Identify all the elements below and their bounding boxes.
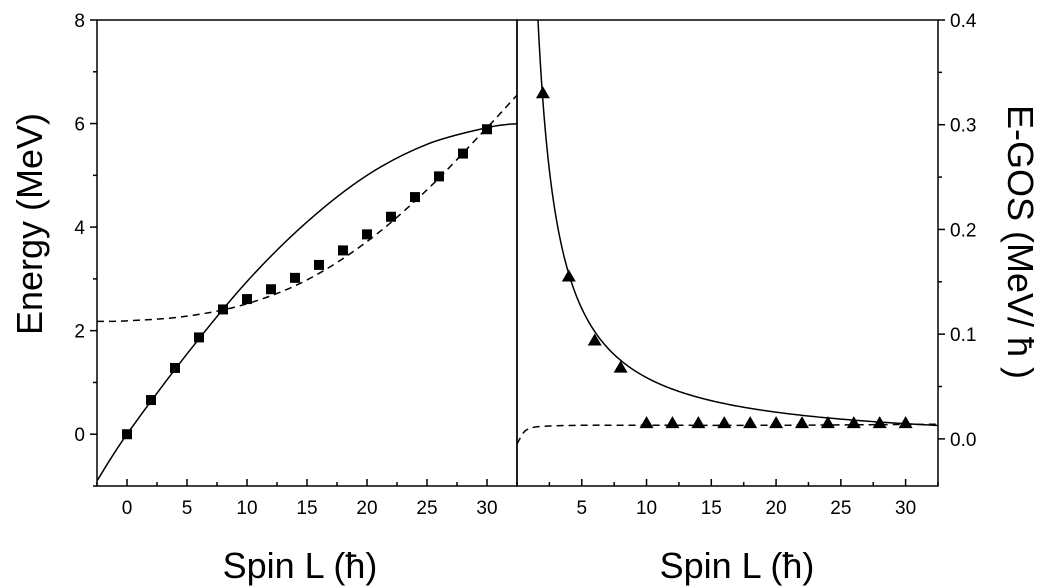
left-x-axis-label: Spin L (ħ)	[223, 545, 378, 586]
right-triangle-point	[587, 333, 602, 346]
left-y-tick-label: 4	[74, 218, 85, 239]
right-x-tick-label: 20	[766, 498, 787, 519]
right-y-tick-label: 0.4	[950, 11, 977, 32]
right-triangle-point	[820, 416, 835, 429]
left-square-point	[266, 284, 276, 295]
right-triangle-point	[561, 269, 576, 282]
left-x-tick-label: 0	[122, 498, 133, 519]
left-y-tick-label: 0	[74, 425, 85, 446]
left-square-point	[218, 304, 228, 315]
right-y-tick-label: 0.3	[950, 116, 976, 137]
right-x-tick-label: 25	[830, 498, 851, 519]
left-square-point	[290, 272, 300, 283]
right-plot-content	[517, 20, 938, 445]
left-y-tick-label: 8	[74, 11, 85, 32]
left-square-point	[386, 211, 396, 222]
right-egos-panel: 5 10 15 20 25 30 0.0 0.1 0.2 0.3 0.4	[516, 11, 977, 519]
left-square-point	[314, 259, 324, 270]
left-square-point	[434, 171, 444, 182]
left-square-point	[146, 395, 156, 406]
right-dashed-fit-line	[517, 423, 938, 445]
left-square-point	[482, 124, 492, 135]
left-y-tick-label: 2	[74, 322, 85, 343]
left-x-tick-label: 5	[182, 498, 193, 519]
left-dashed-fit-line	[97, 94, 517, 323]
right-triangle-point	[743, 416, 758, 429]
right-solid-fit-line	[537, 20, 938, 427]
right-triangle-point	[872, 416, 887, 429]
left-square-point	[194, 332, 204, 343]
left-square-point	[242, 294, 252, 305]
right-x-axis-label: Spin L (ħ)	[660, 545, 815, 586]
left-plot-frame	[96, 19, 518, 487]
right-triangle-point	[717, 416, 732, 429]
right-y-tick-label: 0.1	[950, 325, 976, 346]
right-y-tick-label: 0.2	[950, 220, 976, 241]
left-square-point	[122, 429, 132, 440]
left-square-point	[410, 192, 420, 203]
right-y-tick-label: 0.0	[950, 430, 976, 451]
right-triangle-point	[639, 416, 654, 429]
right-triangle-point	[613, 360, 628, 373]
left-square-point	[170, 362, 180, 373]
right-x-tick-label: 5	[576, 498, 587, 519]
left-x-tick-label: 20	[356, 498, 377, 519]
right-triangle-point	[665, 416, 680, 429]
right-plot-frame	[516, 19, 939, 487]
right-x-tick-label: 10	[636, 498, 657, 519]
right-triangle-point	[535, 86, 550, 99]
right-y-axis-label: E-GOS (MeV/ ħ )	[1000, 105, 1041, 379]
left-y-axis-label: Energy (MeV)	[9, 113, 50, 335]
left-x-tick-label: 10	[236, 498, 257, 519]
right-x-tick-label: 30	[895, 498, 916, 519]
left-y-tick-label: 6	[74, 115, 85, 136]
right-triangle-point	[691, 416, 706, 429]
right-triangle-point	[794, 416, 809, 429]
right-x-tick-label: 15	[701, 498, 722, 519]
left-square-point	[362, 229, 372, 240]
left-square-point	[458, 148, 468, 159]
right-triangle-point	[898, 416, 913, 429]
left-x-tick-label: 25	[416, 498, 437, 519]
left-plot-content	[97, 94, 517, 482]
left-solid-fit-line	[97, 122, 517, 482]
left-x-tick-label: 15	[296, 498, 317, 519]
left-square-point	[338, 245, 348, 256]
left-x-tick-label: 30	[476, 498, 497, 519]
right-triangle-point	[846, 416, 861, 429]
right-triangle-point	[769, 416, 784, 429]
left-energy-panel: 0 5 10 15 20 25 30 0 2 4 6 8	[74, 11, 518, 519]
